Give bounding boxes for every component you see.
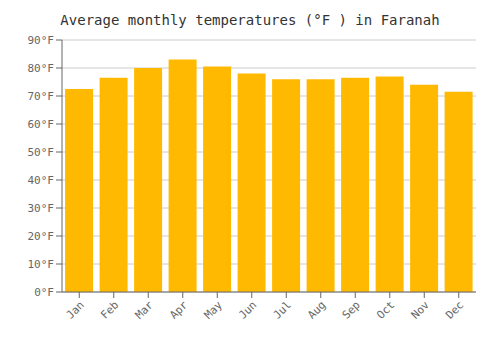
svg-text:Aug: Aug	[305, 298, 328, 321]
svg-text:0°F: 0°F	[34, 286, 54, 299]
svg-text:60°F: 60°F	[28, 118, 55, 131]
svg-text:Dec: Dec	[443, 298, 466, 321]
svg-text:10°F: 10°F	[28, 258, 55, 271]
svg-text:90°F: 90°F	[28, 34, 55, 47]
svg-text:Mar: Mar	[133, 298, 157, 322]
svg-text:20°F: 20°F	[28, 230, 55, 243]
svg-text:Jun: Jun	[236, 298, 259, 321]
svg-text:40°F: 40°F	[28, 174, 55, 187]
svg-text:80°F: 80°F	[28, 62, 55, 75]
svg-text:Sep: Sep	[340, 298, 363, 321]
svg-text:Jul: Jul	[271, 298, 294, 321]
svg-text:70°F: 70°F	[28, 90, 55, 103]
svg-text:Feb: Feb	[98, 298, 121, 321]
svg-text:Apr: Apr	[167, 298, 191, 322]
svg-text:Jan: Jan	[64, 298, 87, 321]
svg-text:50°F: 50°F	[28, 146, 55, 159]
html-text:Average monthly temperatures (: Average monthly temperatures (°F ) in Fa…	[60, 12, 440, 28]
svg-text:30°F: 30°F	[28, 202, 55, 215]
svg-text:Nov: Nov	[409, 298, 433, 322]
svg-text:Oct: Oct	[374, 298, 397, 321]
svg-text:May: May	[202, 298, 226, 322]
